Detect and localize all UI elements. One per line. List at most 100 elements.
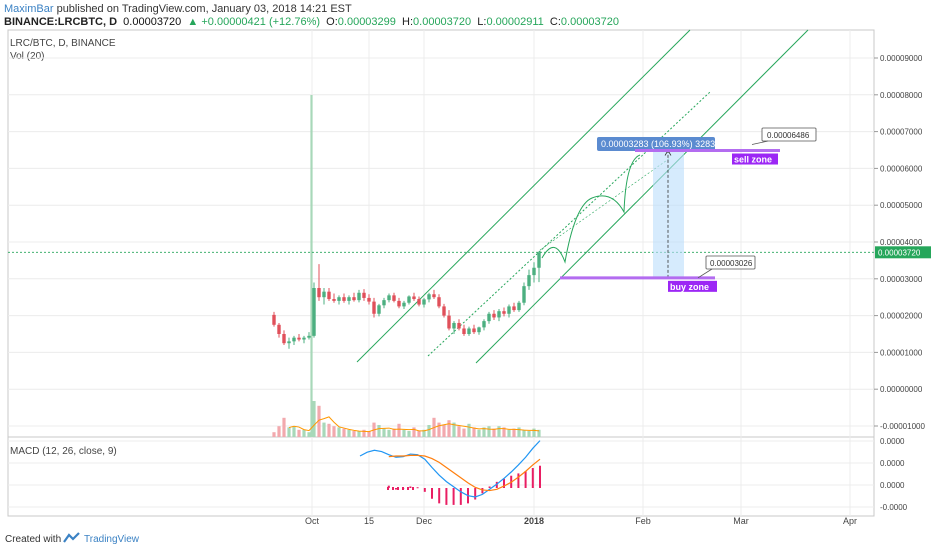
y-tick-label: 0.00005000 bbox=[880, 201, 923, 210]
publish-line: MaximBar published on TradingView.com, J… bbox=[4, 3, 352, 15]
candle-body bbox=[407, 296, 411, 303]
candle-body bbox=[437, 297, 441, 307]
macd-y-tick-label: 0.0000 bbox=[880, 481, 905, 490]
macd-histogram-bar bbox=[409, 486, 412, 488]
volume-bar bbox=[457, 426, 461, 437]
close-value: 0.00003720 bbox=[560, 16, 620, 28]
x-tick-label: 2018 bbox=[524, 516, 544, 526]
macd-histogram-bar bbox=[445, 488, 448, 505]
y-tick-label: 0.00000000 bbox=[880, 385, 923, 394]
chart-canvas[interactable]: Oct 15 Dec 2018 Feb Mar Apr 0.00009000 0.0000800… bbox=[0, 0, 932, 528]
candle-body bbox=[492, 313, 496, 318]
candle-body bbox=[397, 300, 401, 307]
macd-histogram-bar bbox=[495, 481, 498, 488]
volume-bar bbox=[517, 427, 521, 437]
chart-header: MaximBar published on TradingView.com, J… bbox=[0, 0, 932, 30]
x-tick-label: Mar bbox=[733, 516, 749, 526]
macd-histogram-bar bbox=[387, 487, 389, 490]
x-tick-label: 15 bbox=[364, 516, 374, 526]
volume-bar bbox=[407, 431, 411, 437]
volume-spike-bar bbox=[310, 95, 313, 437]
macd-histogram-bar bbox=[503, 478, 505, 488]
candle-body bbox=[362, 292, 366, 298]
volume-label: Vol (20) bbox=[10, 51, 45, 62]
volume-bar bbox=[272, 432, 276, 437]
low-label: L: bbox=[477, 16, 487, 28]
buy-price-callout-box bbox=[705, 255, 756, 270]
volume-bar bbox=[497, 426, 501, 437]
symbol-label[interactable]: BINANCE:LRCBTC, D bbox=[4, 16, 118, 28]
candle-body bbox=[282, 334, 286, 344]
sell-price-callout-pointer bbox=[751, 140, 769, 145]
candle-body bbox=[302, 337, 306, 340]
volume-bar bbox=[512, 428, 516, 437]
candle-body bbox=[487, 313, 491, 322]
volume-bar bbox=[367, 431, 371, 437]
candle-body bbox=[512, 306, 516, 311]
close-label: C: bbox=[549, 16, 561, 28]
candle-body bbox=[322, 291, 326, 298]
volume-bar bbox=[387, 429, 391, 437]
volume-bar bbox=[437, 422, 441, 437]
volume-bar bbox=[537, 429, 541, 437]
open-label: O: bbox=[326, 16, 338, 28]
macd-label: MACD (12, 26, close, 9) bbox=[10, 446, 117, 457]
y-tick-label: 0.00001000 bbox=[880, 348, 923, 357]
macd-histogram-bar bbox=[395, 488, 397, 490]
candle-body bbox=[327, 291, 331, 300]
candle-body bbox=[522, 286, 526, 303]
macd-histogram-bar bbox=[488, 486, 491, 488]
y-tick-label: 0.00006000 bbox=[880, 164, 923, 173]
chart-frame bbox=[7, 29, 875, 517]
candle-body bbox=[377, 305, 381, 314]
macd-histogram-bar bbox=[531, 468, 534, 488]
y-tick-label: 0.00008000 bbox=[880, 91, 923, 100]
volume-bar bbox=[397, 423, 401, 437]
candle-body bbox=[417, 299, 421, 305]
macd-y-tick-label: -0.0000 bbox=[880, 503, 908, 512]
volume-bar bbox=[522, 429, 526, 437]
volume-bar bbox=[482, 427, 486, 437]
last-price-marker bbox=[875, 246, 931, 259]
candle-body bbox=[477, 327, 481, 333]
x-tick-label: Feb bbox=[635, 516, 651, 526]
signal-line bbox=[388, 454, 541, 492]
macd-histogram-bar bbox=[416, 487, 419, 489]
volume-bar bbox=[382, 428, 386, 437]
volume-bar bbox=[477, 429, 481, 437]
volume-bar bbox=[352, 431, 356, 437]
author-link[interactable]: MaximBar bbox=[4, 3, 54, 15]
measure-range-box bbox=[653, 150, 684, 278]
candle-body bbox=[392, 295, 396, 301]
volume-bar bbox=[282, 417, 286, 437]
volume-bar bbox=[487, 426, 491, 437]
candle-body bbox=[532, 267, 536, 276]
candle-body bbox=[427, 294, 431, 300]
candle-body bbox=[482, 321, 486, 328]
macd-y-tick-label: 0.0000 bbox=[880, 459, 905, 468]
publish-info: published on TradingView.com, January 03… bbox=[53, 3, 352, 15]
candle-body bbox=[277, 324, 281, 334]
candle-body bbox=[457, 322, 461, 329]
y-tick-label: -0.00001000 bbox=[880, 422, 925, 431]
candle-body bbox=[517, 302, 521, 311]
footer: Created with TradingView bbox=[0, 528, 932, 550]
tradingview-brand[interactable]: TradingView bbox=[84, 534, 140, 545]
sell-price-callout-text: 0.00006486 bbox=[767, 131, 810, 140]
volume-bar bbox=[327, 423, 331, 437]
volume-bar bbox=[322, 422, 326, 437]
volume-bar bbox=[277, 426, 281, 437]
macd-histogram-bar bbox=[397, 487, 399, 490]
volume-bar bbox=[297, 429, 301, 437]
candle-body bbox=[337, 297, 341, 301]
macd-histogram-bar bbox=[423, 488, 426, 492]
price-change: ▲ +0.00000421 (+12.76%) bbox=[187, 16, 321, 28]
sell-zone-label-box bbox=[732, 153, 778, 165]
volume-bar bbox=[467, 423, 471, 437]
candle-body bbox=[507, 306, 511, 314]
macd-histogram-bar bbox=[402, 487, 404, 490]
volume-bar bbox=[287, 427, 291, 437]
macd-histogram-bar bbox=[412, 487, 414, 490]
buy-price-callout-pointer bbox=[697, 268, 713, 279]
candle-body bbox=[297, 337, 301, 340]
